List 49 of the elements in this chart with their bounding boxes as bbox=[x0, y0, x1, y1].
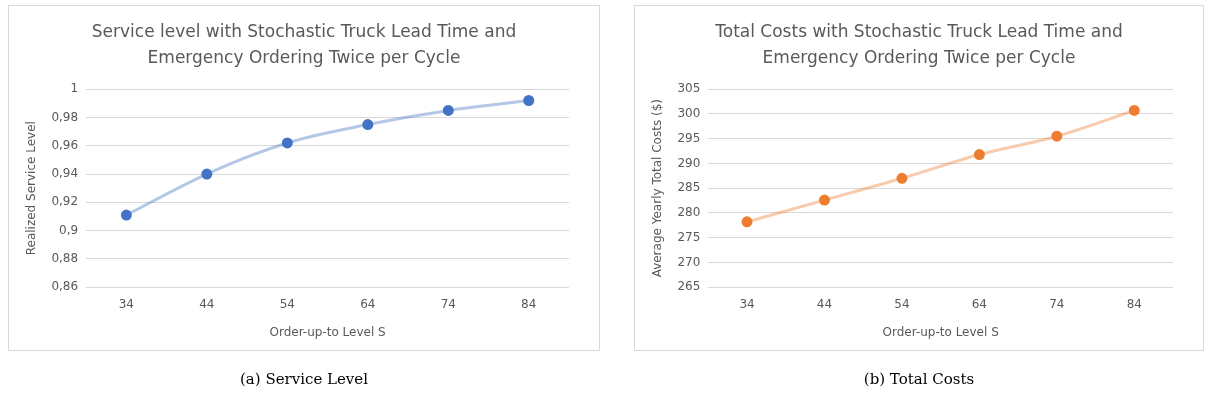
x-tick-label: 54 bbox=[279, 296, 295, 311]
y-tick-label: 290 bbox=[677, 155, 701, 170]
y-tick-label: 0,9 bbox=[59, 222, 79, 237]
y-tick-label: 305 bbox=[677, 81, 701, 96]
x-tick-label: 34 bbox=[118, 296, 134, 311]
point bbox=[973, 149, 985, 161]
y-tick-label: 275 bbox=[677, 229, 701, 244]
chart-title: Total Costs with Stochastic Truck Lead Time and Emergency Ordering Twice per Cycle bbox=[714, 20, 1124, 69]
point bbox=[523, 95, 535, 107]
point bbox=[896, 172, 908, 184]
y-tick-label: 285 bbox=[677, 180, 701, 195]
point bbox=[120, 209, 132, 221]
y-tick-label: 0,88 bbox=[51, 251, 79, 266]
y-tick-label: 0,96 bbox=[51, 137, 79, 152]
point bbox=[741, 216, 753, 228]
point bbox=[281, 137, 293, 149]
chart-title: Service level with Stochastic Truck Lead Time and Emergency Ordering Twice per Cycle bbox=[90, 20, 518, 69]
y-tick-label: 300 bbox=[677, 106, 701, 121]
point bbox=[201, 168, 213, 180]
y-axis-title: Average Yearly Total Costs ($) bbox=[650, 99, 665, 278]
y-tick-label: 265 bbox=[677, 279, 701, 294]
point bbox=[362, 119, 374, 131]
text: (a) Service Level bbox=[238, 370, 369, 388]
x-axis-title: Order-up-to Level S bbox=[269, 324, 386, 339]
x-tick-label: 84 bbox=[1126, 296, 1142, 311]
point bbox=[818, 194, 830, 206]
x-tick-label: 44 bbox=[199, 296, 215, 311]
point bbox=[1051, 130, 1063, 142]
x-tick-label: 64 bbox=[360, 296, 376, 311]
y-tick-label: 295 bbox=[677, 130, 701, 145]
y-tick-label: 0,92 bbox=[51, 194, 79, 209]
y-tick-label: 280 bbox=[677, 205, 701, 220]
point bbox=[1128, 104, 1140, 116]
x-axis-title: Order-up-to Level S bbox=[882, 324, 999, 339]
point bbox=[442, 104, 454, 116]
y-tick-label: 0,98 bbox=[51, 109, 79, 124]
x-tick-label: 84 bbox=[521, 296, 537, 311]
x-tick-label: 64 bbox=[971, 296, 988, 311]
x-tick-label: 54 bbox=[894, 296, 910, 311]
y-tick-label: 1 bbox=[70, 81, 79, 96]
x-tick-label: 44 bbox=[816, 296, 833, 311]
y-tick-label: 0,94 bbox=[51, 166, 79, 181]
y-tick-label: 270 bbox=[677, 254, 701, 269]
text: (b) Total Costs bbox=[862, 370, 976, 388]
x-tick-label: 74 bbox=[440, 296, 456, 311]
y-axis-title: Realized Service Level bbox=[24, 121, 39, 256]
x-tick-label: 74 bbox=[1049, 296, 1065, 311]
y-tick-label: 0,86 bbox=[51, 279, 79, 294]
x-tick-label: 34 bbox=[739, 296, 755, 311]
